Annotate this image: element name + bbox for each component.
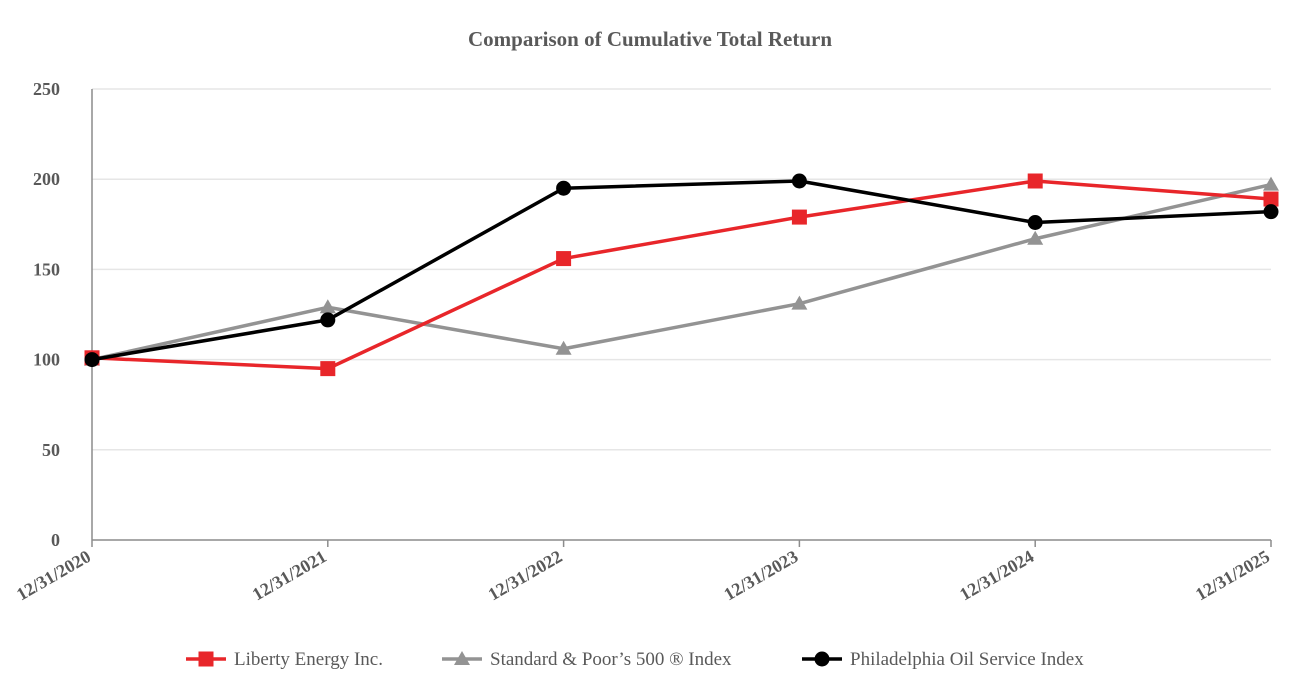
legend-item: Philadelphia Oil Service Index xyxy=(802,649,1084,670)
series-square xyxy=(84,173,1279,377)
series-group xyxy=(84,173,1279,377)
y-tick-label: 100 xyxy=(33,350,60,370)
data-point xyxy=(556,180,572,196)
data-point xyxy=(1263,191,1279,207)
series-line xyxy=(91,182,1272,362)
x-tick-label: 12/31/2022 xyxy=(485,546,566,604)
series-triangle xyxy=(84,176,1279,366)
y-tick-label: 200 xyxy=(33,169,60,189)
data-point xyxy=(319,299,336,314)
data-point xyxy=(84,352,100,368)
legend-item: Standard & Poor’s 500 ® Index xyxy=(442,649,732,670)
y-tick-label: 0 xyxy=(51,530,60,550)
data-point xyxy=(1027,214,1043,230)
data-point xyxy=(320,361,336,377)
x-tick-label: 12/31/2020 xyxy=(13,546,94,604)
y-axis-ticks: 0 50 100 150 200 250 xyxy=(33,79,60,550)
series-line xyxy=(91,179,1272,371)
y-tick-label: 250 xyxy=(33,79,60,99)
data-point xyxy=(1027,230,1044,245)
legend: Liberty Energy Inc. Standard & Poor’s 500… xyxy=(186,649,1084,670)
y-tick-label: 50 xyxy=(42,440,60,460)
grid xyxy=(92,88,1271,451)
legend-marker xyxy=(454,651,470,665)
x-tick-label: 12/31/2024 xyxy=(956,546,1037,604)
data-point xyxy=(1027,173,1043,189)
x-tick-label: 12/31/2021 xyxy=(249,546,330,604)
data-point xyxy=(791,209,807,225)
x-tick-label: 12/31/2023 xyxy=(720,546,801,604)
data-point xyxy=(1263,176,1279,191)
chart-title: Comparison of Cumulative Total Return xyxy=(468,27,832,51)
data-point xyxy=(320,312,336,328)
series-circle xyxy=(84,173,1279,368)
series-line xyxy=(91,179,1272,362)
data-point xyxy=(791,295,808,310)
legend-item: Liberty Energy Inc. xyxy=(186,649,383,670)
data-point xyxy=(1263,204,1279,220)
legend-marker xyxy=(198,651,214,667)
legend-label: Standard & Poor’s 500 ® Index xyxy=(490,649,732,670)
data-point xyxy=(791,173,807,189)
y-tick-label: 150 xyxy=(33,259,60,279)
data-point xyxy=(555,340,572,355)
legend-label: Liberty Energy Inc. xyxy=(234,649,383,670)
data-point xyxy=(556,251,572,267)
legend-label: Philadelphia Oil Service Index xyxy=(850,649,1084,670)
legend-marker xyxy=(814,651,830,667)
x-axis-ticks: 12/31/2020 12/31/2021 12/31/2022 12/31/2023… xyxy=(13,546,1273,604)
axes xyxy=(91,89,1272,547)
x-tick-label: 12/31/2025 xyxy=(1192,546,1273,604)
